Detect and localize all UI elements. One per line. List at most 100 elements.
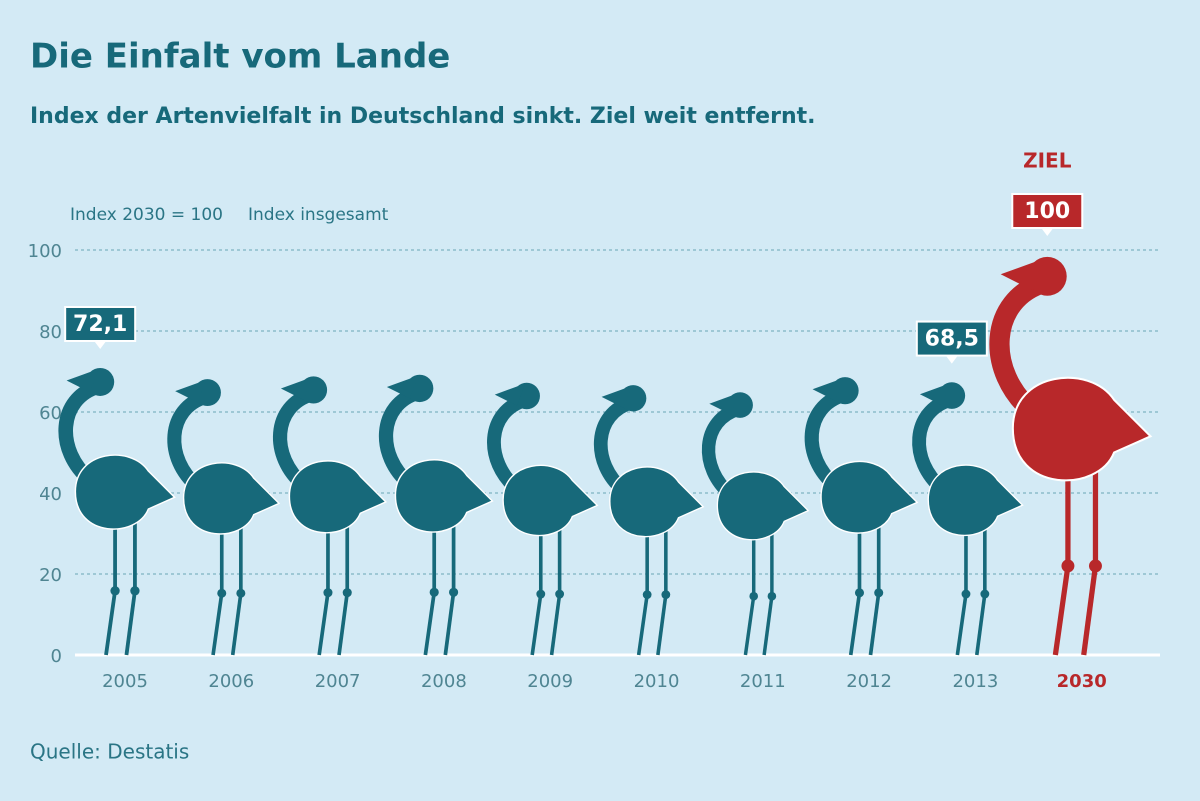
beak [280,377,313,400]
leg [211,592,224,656]
flamingo [912,382,1024,656]
leg [104,590,117,656]
chart-subtitle: Index der Artenvielfalt in Deutschland s… [30,104,816,129]
body [820,460,919,534]
knee [874,588,884,598]
body [182,462,281,535]
flamingo [989,256,1153,656]
y-tick-label: 80 [39,322,62,343]
neck [58,379,107,488]
leg [656,594,668,656]
value-label: 72,1 [73,312,127,337]
knee [1088,559,1102,573]
x-tick-label: 2012 [846,671,892,692]
neck [912,392,958,496]
x-tick-label: 2010 [634,671,680,692]
knee [661,590,671,599]
source: Quelle: Destatis [30,740,189,764]
flamingo [379,374,494,656]
leg [1052,565,1071,656]
chart-title: Die Einfalt vom Lande [30,37,450,77]
y-tick-label: 0 [51,646,62,667]
knee [110,586,120,596]
knee [642,590,652,599]
beak [386,375,419,399]
leg [762,595,774,656]
body [716,471,810,541]
neck [487,393,533,496]
series-label: Index insgesamt [248,205,389,225]
y-axis-label: Index 2030 = 100 [70,205,223,225]
beak [709,393,739,415]
value-label-box [1011,193,1084,229]
body [74,454,176,530]
knee [749,591,758,601]
x-tick-label: 2013 [952,671,998,692]
knee [236,588,246,598]
beak [812,377,844,401]
beak [494,383,526,406]
knee [767,591,777,601]
value-label-pointer [945,355,958,364]
leg [743,595,756,656]
value-label-pointer [1041,228,1054,236]
beak [175,379,207,403]
knee [342,588,352,598]
leg [230,593,243,656]
x-tick-label: 2006 [208,671,254,692]
neck [989,272,1056,423]
y-tick-label: 40 [39,484,62,505]
flamingo [594,385,705,656]
leg [317,592,330,656]
neck [273,387,320,492]
leg [530,593,543,656]
knee [1061,559,1075,573]
x-tick-label: 2030 [1057,671,1107,692]
knee [961,589,971,599]
leg [636,594,649,656]
neck [167,389,214,494]
x-tick-label: 2008 [421,671,467,692]
knee [130,586,140,596]
annotation: ZIEL [1023,149,1072,173]
leg [423,592,437,656]
leg [974,593,987,656]
x-tick-label: 2007 [315,671,361,692]
knee [449,587,459,597]
flamingo [167,379,281,656]
y-tick-label: 60 [39,403,62,424]
beak [66,368,99,393]
knee [854,588,865,598]
beak [601,385,632,408]
x-tick-label: 2005 [102,671,148,692]
neck [701,402,746,502]
leg [1081,565,1099,656]
beak [919,383,951,406]
knee [323,588,333,598]
x-tick-label: 2011 [740,671,786,692]
knee [536,589,546,599]
body [288,460,388,534]
leg [868,592,881,656]
value-label: 68,5 [925,327,979,352]
y-tick-label: 100 [28,241,62,262]
leg [549,593,562,656]
y-tick-label: 20 [39,565,62,586]
leg [443,592,456,656]
flamingo [701,392,810,656]
body [927,464,1024,537]
body [394,459,494,533]
leg [337,592,350,656]
neck [594,395,639,498]
flamingo [487,382,599,656]
beak [1000,258,1046,291]
body [502,464,599,537]
flamingo [273,376,388,656]
x-tick-label: 2009 [527,671,573,692]
leg [848,592,862,656]
value-label: 100 [1024,199,1070,224]
knee [980,589,990,599]
leg [955,593,968,656]
value-label-pointer [94,340,107,349]
